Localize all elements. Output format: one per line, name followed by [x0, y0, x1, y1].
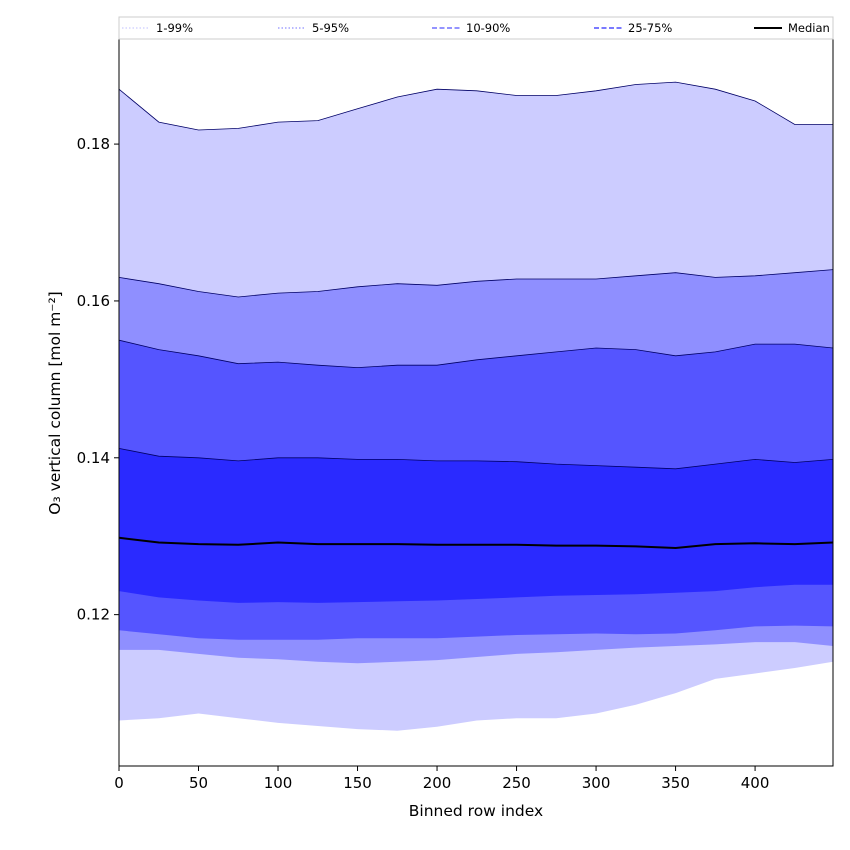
x-tick-label: 50 [189, 774, 208, 792]
x-tick-label: 150 [343, 774, 372, 792]
bands [119, 82, 833, 731]
legend-label-10-90-: 10-90% [466, 21, 510, 35]
legend-label-1-99-: 1-99% [156, 21, 193, 35]
median-layer [118, 536, 834, 550]
legend-label-median: Median [788, 21, 830, 35]
band-edges [118, 81, 834, 470]
x-axis-label: Binned row index [409, 802, 543, 820]
band-upper-edge-1-99- [118, 81, 833, 131]
legend-label-5-95-: 5-95% [312, 21, 349, 35]
y-tick-label: 0.16 [77, 292, 110, 310]
band-upper-edge-10-90- [118, 339, 834, 369]
legend-box [118, 16, 834, 40]
x-tick-label: 100 [264, 774, 293, 792]
x-axis: 0 50 100 150 200 250 300 350 400 [114, 766, 769, 792]
x-tick-label: 350 [661, 774, 690, 792]
band-upper-edge-25-75- [118, 448, 834, 470]
x-tick-label: 400 [741, 774, 770, 792]
y-axis-label: O₃ vertical column [mol m⁻²] [46, 291, 64, 514]
x-tick-label: 0 [114, 774, 124, 792]
x-tick-label: 200 [423, 774, 452, 792]
median-line [118, 536, 834, 550]
y-tick-label: 0.12 [77, 606, 110, 624]
x-tick-label: 300 [582, 774, 611, 792]
band-upper-edge-5-95- [118, 269, 834, 298]
y-tick-label: 0.18 [77, 135, 110, 153]
x-tick-label: 250 [502, 774, 531, 792]
band-25-75- [119, 448, 833, 603]
legend-label-25-75-: 25-75% [628, 21, 672, 35]
y-tick-label: 0.14 [77, 449, 110, 467]
legend: 1-99% 5-95% 10-90% 25-75% Median [118, 16, 834, 40]
y-axis: 0.12 0.14 0.16 0.18 [77, 135, 119, 624]
